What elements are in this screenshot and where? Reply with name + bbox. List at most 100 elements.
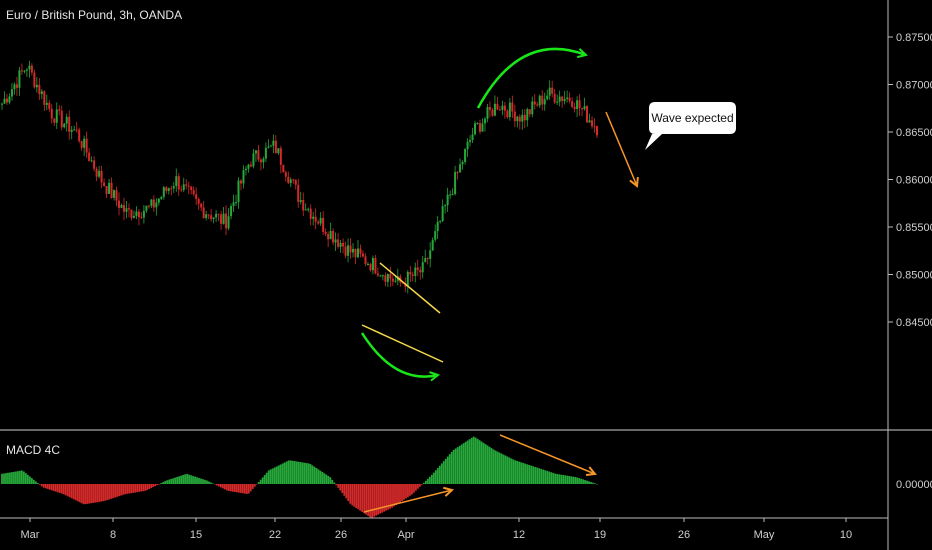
price-candle[interactable] bbox=[371, 255, 374, 275]
macd-bar[interactable] bbox=[339, 484, 342, 491]
price-candle[interactable] bbox=[25, 68, 28, 77]
macd-bar[interactable] bbox=[448, 454, 451, 484]
macd-bar[interactable] bbox=[22, 471, 25, 484]
macd-bar[interactable] bbox=[413, 484, 415, 493]
price-candle[interactable] bbox=[217, 213, 220, 222]
price-candle[interactable] bbox=[195, 187, 198, 205]
macd-bar[interactable] bbox=[526, 464, 529, 484]
macd-bar[interactable] bbox=[432, 472, 435, 484]
macd-bar[interactable] bbox=[446, 456, 449, 484]
macd-bar[interactable] bbox=[269, 469, 272, 484]
macd-bar[interactable] bbox=[468, 439, 471, 484]
price-candle[interactable] bbox=[68, 110, 71, 140]
macd-bar[interactable] bbox=[297, 461, 300, 484]
price-candle[interactable] bbox=[48, 99, 51, 112]
macd-bar[interactable] bbox=[124, 484, 127, 495]
price-candle[interactable] bbox=[150, 199, 153, 209]
price-candle[interactable] bbox=[249, 161, 252, 168]
macd-bar[interactable] bbox=[19, 470, 21, 484]
macd-bar[interactable] bbox=[337, 484, 340, 488]
macd-bar[interactable] bbox=[391, 484, 393, 508]
price-candle[interactable] bbox=[573, 102, 576, 113]
macd-bar[interactable] bbox=[202, 479, 204, 484]
price-candle[interactable] bbox=[127, 203, 130, 218]
price-candle[interactable] bbox=[421, 255, 424, 279]
macd-bar[interactable] bbox=[62, 484, 65, 495]
macd-bar[interactable] bbox=[251, 484, 254, 489]
macd-bar[interactable] bbox=[146, 484, 149, 490]
price-candle[interactable] bbox=[476, 122, 479, 125]
macd-bar[interactable] bbox=[168, 479, 171, 484]
macd-bar[interactable] bbox=[90, 484, 93, 504]
price-candle[interactable] bbox=[257, 144, 260, 162]
price-candle[interactable] bbox=[578, 93, 581, 116]
macd-bar[interactable] bbox=[279, 464, 282, 484]
macd-bar[interactable] bbox=[554, 473, 557, 484]
macd-bar[interactable] bbox=[307, 463, 310, 484]
price-candle[interactable] bbox=[491, 107, 494, 117]
macd-bar[interactable] bbox=[462, 443, 465, 484]
macd-bar[interactable] bbox=[15, 471, 17, 484]
macd-bar[interactable] bbox=[180, 475, 182, 484]
time-axis[interactable]: Mar 8 15 22 26 Apr 12 19 26 May 10 bbox=[21, 518, 853, 541]
macd-bar[interactable] bbox=[48, 484, 51, 490]
price-candle[interactable] bbox=[242, 165, 245, 189]
price-candle[interactable] bbox=[103, 178, 106, 187]
macd-bar[interactable] bbox=[480, 441, 483, 484]
macd-bar[interactable] bbox=[323, 473, 326, 484]
macd-bar[interactable] bbox=[458, 445, 461, 484]
price-candle[interactable] bbox=[459, 158, 462, 173]
price-candle[interactable] bbox=[18, 67, 21, 96]
macd-bar[interactable] bbox=[482, 442, 485, 484]
macd-bar[interactable] bbox=[564, 475, 567, 484]
price-candle[interactable] bbox=[339, 240, 342, 253]
macd-bar[interactable] bbox=[393, 484, 395, 507]
macd-bar[interactable] bbox=[399, 484, 401, 503]
price-candle[interactable] bbox=[8, 93, 11, 105]
macd-bar[interactable] bbox=[494, 450, 497, 484]
price-candle[interactable] bbox=[65, 113, 68, 132]
macd-bar[interactable] bbox=[578, 478, 580, 484]
macd-bar[interactable] bbox=[341, 484, 344, 494]
price-candle[interactable] bbox=[411, 271, 414, 282]
macd-bar[interactable] bbox=[221, 484, 224, 489]
price-candle[interactable] bbox=[498, 106, 501, 111]
macd-bar[interactable] bbox=[397, 484, 399, 504]
macd-bar[interactable] bbox=[30, 478, 33, 484]
price-candle[interactable] bbox=[45, 94, 48, 111]
price-candle[interactable] bbox=[254, 150, 257, 162]
price-candle[interactable] bbox=[58, 104, 61, 116]
macd-bar[interactable] bbox=[120, 484, 123, 496]
macd-bar[interactable] bbox=[148, 484, 151, 489]
price-candle[interactable] bbox=[304, 203, 307, 211]
price-candle[interactable] bbox=[364, 253, 367, 267]
macd-bar[interactable] bbox=[490, 448, 493, 484]
macd-bar[interactable] bbox=[98, 484, 101, 502]
macd-bar[interactable] bbox=[172, 478, 175, 484]
price-candle[interactable] bbox=[588, 113, 591, 123]
price-candle[interactable] bbox=[329, 222, 332, 240]
price-candle[interactable] bbox=[533, 94, 536, 110]
price-candle[interactable] bbox=[471, 127, 474, 144]
price-candle[interactable] bbox=[294, 179, 297, 190]
macd-bar[interactable] bbox=[82, 484, 85, 505]
macd-bar[interactable] bbox=[506, 456, 509, 484]
price-candle[interactable] bbox=[426, 257, 429, 265]
macd-bar[interactable] bbox=[160, 483, 163, 484]
price-candle[interactable] bbox=[302, 192, 305, 217]
macd-bar[interactable] bbox=[510, 458, 513, 484]
macd-bar[interactable] bbox=[444, 458, 447, 484]
price-candle[interactable] bbox=[207, 214, 210, 220]
macd-bar[interactable] bbox=[70, 484, 73, 499]
macd-bar[interactable] bbox=[231, 484, 234, 492]
macd-bar[interactable] bbox=[214, 484, 216, 485]
price-candle[interactable] bbox=[130, 209, 133, 221]
price-candle[interactable] bbox=[63, 122, 66, 129]
price-candle[interactable] bbox=[342, 238, 345, 254]
macd-bar[interactable] bbox=[194, 476, 196, 484]
macd-bar[interactable] bbox=[357, 484, 360, 510]
price-candle[interactable] bbox=[90, 156, 93, 163]
price-candle[interactable] bbox=[252, 149, 255, 169]
price-candle[interactable] bbox=[493, 95, 496, 117]
green-curve-arrow-top[interactable] bbox=[476, 47, 589, 109]
